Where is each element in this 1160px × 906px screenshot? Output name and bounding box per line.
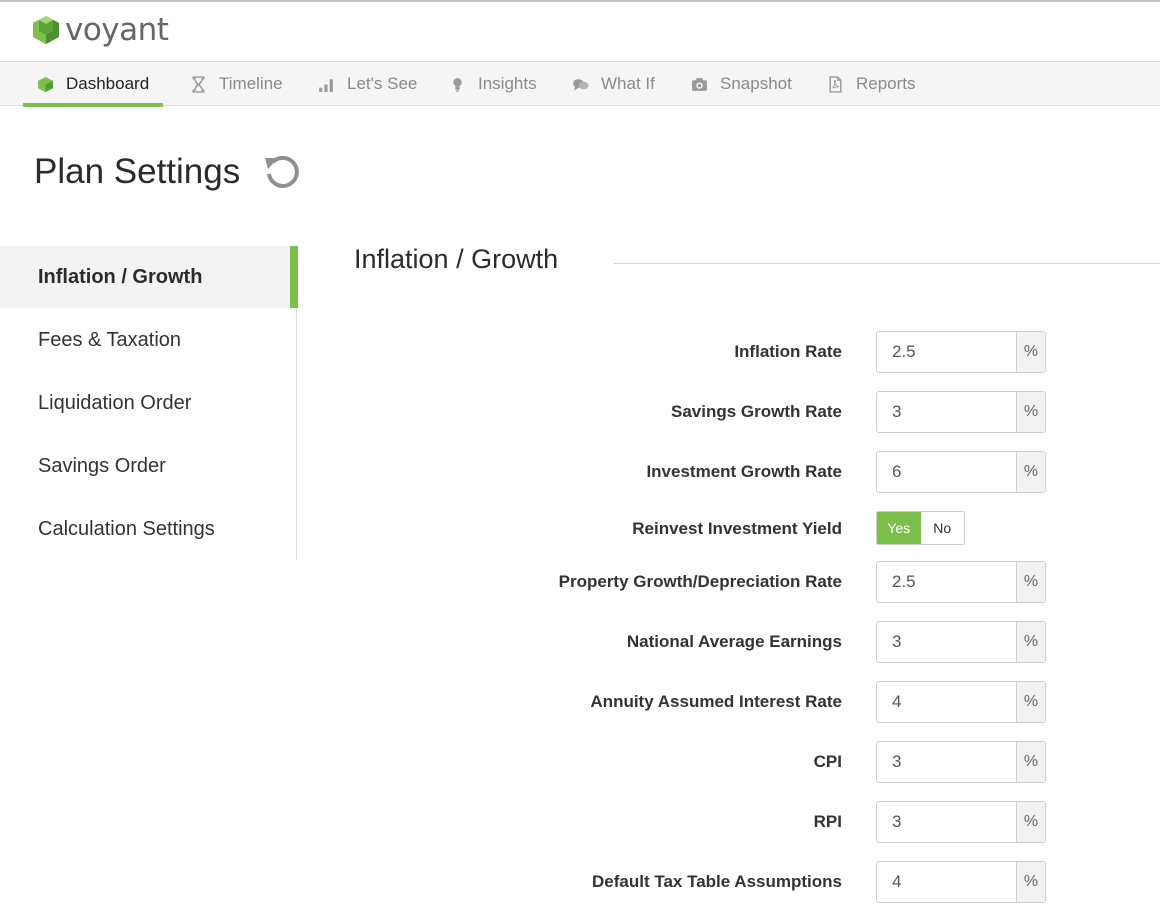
property-growth-rate-field: % [876,561,1046,603]
field-label: Annuity Assumed Interest Rate [590,692,842,711]
tab-label: What If [601,74,655,93]
tab-reports[interactable]: Reports [827,62,916,106]
tab-label: Let's See [347,74,418,93]
reinvest-investment-yield-row: Reinvest Investment Yield Yes No [340,508,1160,550]
percent-addon: % [1016,622,1045,662]
field-label: RPI [813,812,842,831]
sidebar-item-calculation-settings[interactable]: Calculation Settings [0,498,297,560]
tab-label: Dashboard [66,74,150,93]
property-growth-rate-input[interactable] [877,562,1016,602]
field-label: Savings Growth Rate [671,402,842,421]
inflation-rate-input[interactable] [877,332,1016,372]
annuity-interest-rate-input[interactable] [877,682,1016,722]
rpi-field: % [876,801,1046,843]
investment-growth-rate-field: % [876,451,1046,493]
rpi-input[interactable] [877,802,1016,842]
sidebar-item-label: Liquidation Order [38,391,192,414]
voyant-logo-icon [33,16,59,44]
percent-addon: % [1016,562,1045,602]
default-tax-table-field: % [876,861,1046,903]
main-nav: Dashboard Timeline Let's See Insights Wh… [0,61,1160,107]
section-divider [614,263,1160,264]
national-average-earnings-row: National Average Earnings % [340,621,1160,663]
reset-icon[interactable] [262,152,302,190]
percent-addon: % [1016,742,1045,782]
tab-label: Insights [478,74,537,93]
field-label: Reinvest Investment Yield [632,519,842,538]
tab-insights[interactable]: Insights [449,62,537,106]
tab-lets-see[interactable]: Let's See [318,62,417,106]
sidebar-item-label: Fees & Taxation [38,328,182,351]
toggle-yes-button[interactable]: Yes [877,512,921,544]
default-tax-table-input[interactable] [877,862,1016,902]
field-label: CPI [813,752,842,771]
tab-label: Timeline [219,74,283,93]
sidebar-item-fees-taxation[interactable]: Fees & Taxation [0,309,297,371]
lightbulb-icon [453,77,462,92]
inflation-rate-field: % [876,331,1046,373]
inflation-rate-row: Inflation Rate % [340,331,1160,373]
annuity-interest-rate-row: Annuity Assumed Interest Rate % [340,681,1160,723]
sidebar-item-label: Savings Order [38,454,166,477]
tab-dashboard[interactable]: Dashboard [22,62,164,107]
sidebar-item-liquidation-order[interactable]: Liquidation Order [0,372,297,434]
field-label: Inflation Rate [734,342,842,361]
field-label: National Average Earnings [626,632,842,651]
reinvest-yield-toggle: Yes No [876,511,965,545]
cpi-input[interactable] [877,742,1016,782]
annuity-interest-rate-field: % [876,681,1046,723]
national-average-earnings-input[interactable] [877,622,1016,662]
logo[interactable]: voyant [30,12,169,48]
sidebar-item-label: Calculation Settings [38,517,215,540]
percent-addon: % [1016,332,1045,372]
field-label: Default Tax Table Assumptions [591,872,842,891]
section-title: Inflation / Growth [354,244,559,274]
property-growth-rate-row: Property Growth/Depreciation Rate % [340,561,1160,603]
percent-addon: % [1016,802,1045,842]
savings-growth-rate-row: Savings Growth Rate % [340,391,1160,433]
top-bar: voyant [0,0,1160,61]
percent-addon: % [1016,452,1045,492]
toggle-no-button[interactable]: No [920,512,964,544]
tab-label: Reports [856,74,916,93]
chat-bubbles-icon [573,78,589,91]
sidebar-item-savings-order[interactable]: Savings Order [0,435,297,497]
cpi-field: % [876,741,1046,783]
tab-snapshot[interactable]: Snapshot [691,62,792,106]
percent-addon: % [1016,682,1045,722]
percent-addon: % [1016,862,1045,902]
hourglass-icon [192,75,205,93]
investment-growth-rate-row: Investment Growth Rate % [340,451,1160,493]
percent-addon: % [1016,392,1045,432]
field-label: Property Growth/Depreciation Rate [558,572,842,591]
default-tax-table-row: Default Tax Table Assumptions % [340,861,1160,903]
field-label: Investment Growth Rate [646,462,842,481]
camera-icon [692,77,707,91]
savings-growth-rate-field: % [876,391,1046,433]
national-average-earnings-field: % [876,621,1046,663]
sidebar-item-inflation-growth[interactable]: Inflation / Growth [0,246,298,308]
pdf-document-icon [829,75,842,93]
tab-what-if[interactable]: What If [572,62,655,106]
logo-text: voyant [65,12,169,48]
bar-chart-icon [319,78,333,92]
tab-label: Snapshot [720,74,792,93]
settings-sidebar: Inflation / Growth Fees & Taxation Liqui… [0,246,298,560]
cpi-row: CPI % [340,741,1160,783]
tab-timeline[interactable]: Timeline [190,62,283,106]
sidebar-item-label: Inflation / Growth [38,265,203,288]
savings-growth-rate-input[interactable] [877,392,1016,432]
rpi-row: RPI % [340,801,1160,843]
cube-icon [38,76,53,92]
page-title: Plan Settings [34,152,241,191]
investment-growth-rate-input[interactable] [877,452,1016,492]
